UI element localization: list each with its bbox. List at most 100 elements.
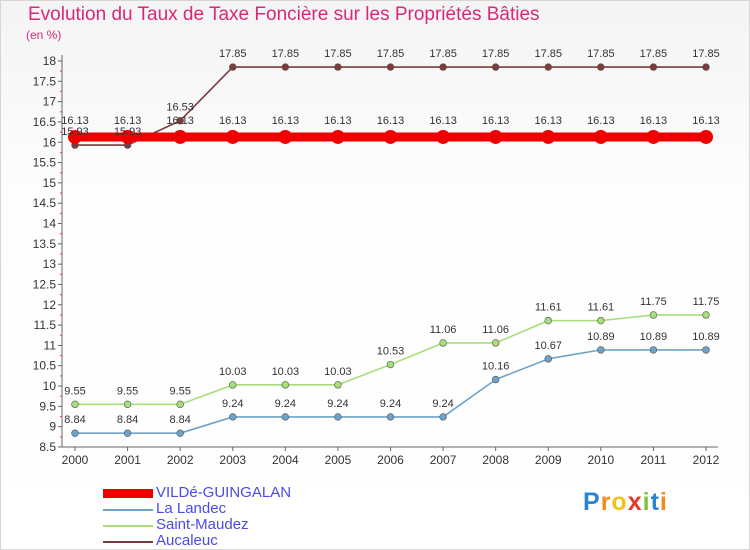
data-label-vild-guingalan: 16.13 xyxy=(377,115,405,127)
data-label-vild-guingalan: 16.13 xyxy=(324,115,352,127)
legend-swatch xyxy=(103,489,153,498)
data-point-saint-maudez xyxy=(281,381,290,389)
data-point-saint-maudez xyxy=(544,316,552,325)
data-label-aucaleuc: 17.85 xyxy=(429,48,457,60)
legend-label: Aucaleuc xyxy=(156,532,218,549)
data-label-vild-guingalan: 16.13 xyxy=(692,115,720,127)
data-label-la-landec: 10.89 xyxy=(692,331,720,343)
data-label-saint-maudez: 10.53 xyxy=(377,346,405,358)
logo-letter: t xyxy=(650,488,660,516)
data-point-aucaleuc xyxy=(597,63,605,71)
y-tick-label: 8.5 xyxy=(39,440,56,454)
y-tick-label: 13.5 xyxy=(33,237,57,251)
data-point-saint-maudez xyxy=(649,311,658,319)
x-tick-label: 2011 xyxy=(641,453,667,467)
data-label-la-landec: 9.24 xyxy=(222,398,243,410)
data-point-aucaleuc xyxy=(386,63,395,71)
x-tick-label: 2004 xyxy=(272,453,299,467)
data-point-la-landec xyxy=(281,413,290,421)
data-label-saint-maudez: 10.03 xyxy=(219,366,247,378)
chart-unit-label: (en %) xyxy=(26,28,62,42)
data-point-vild-guingalan xyxy=(68,129,82,144)
data-label-saint-maudez: 11.61 xyxy=(535,302,562,314)
data-label-vild-guingalan: 16.13 xyxy=(482,115,510,127)
logo-letter: i xyxy=(642,488,651,516)
x-tick-label: 2005 xyxy=(325,453,352,467)
data-point-saint-maudez xyxy=(334,381,342,389)
x-tick-label: 2007 xyxy=(430,453,457,467)
data-label-saint-maudez: 11.75 xyxy=(693,296,720,308)
data-point-aucaleuc xyxy=(491,63,500,71)
x-tick-label: 2008 xyxy=(482,453,509,467)
data-label-saint-maudez: 9.55 xyxy=(169,385,190,397)
legend-label: VILDé-GUINGALAN xyxy=(156,484,292,501)
data-point-vild-guingalan xyxy=(436,129,451,144)
data-point-aucaleuc xyxy=(649,63,658,71)
data-label-saint-maudez: 11.61 xyxy=(587,302,614,314)
data-label-saint-maudez: 10.03 xyxy=(272,366,300,378)
data-point-aucaleuc xyxy=(544,63,552,71)
data-point-la-landec xyxy=(649,346,658,354)
data-point-saint-maudez xyxy=(229,381,237,389)
logo-letter: i xyxy=(659,488,668,516)
data-label-vild-guingalan: 16.13 xyxy=(219,115,247,127)
data-label-la-landec: 8.84 xyxy=(64,414,85,426)
logo-letter: o xyxy=(611,488,628,516)
data-label-la-landec: 9.24 xyxy=(327,398,348,410)
x-tick-label: 2006 xyxy=(377,453,404,467)
x-tick-label: 2010 xyxy=(587,453,614,467)
data-point-saint-maudez xyxy=(386,360,395,369)
data-label-saint-maudez: 11.06 xyxy=(482,324,509,336)
data-point-aucaleuc xyxy=(229,63,237,71)
data-label-aucaleuc: 17.85 xyxy=(324,48,352,60)
legend-label: Saint-Maudez xyxy=(156,516,249,533)
data-point-vild-guingalan xyxy=(541,129,556,144)
data-point-la-landec xyxy=(491,375,500,384)
x-tick-label: 2000 xyxy=(62,453,89,467)
data-label-aucaleuc: 17.85 xyxy=(482,48,510,60)
data-label-vild-guingalan: 16.13 xyxy=(272,115,300,127)
data-label-vild-guingalan: 16.13 xyxy=(640,115,668,127)
data-label-aucaleuc: 16.53 xyxy=(166,102,194,114)
data-label-la-landec: 8.84 xyxy=(169,414,190,426)
data-label-aucaleuc: 17.85 xyxy=(587,48,615,60)
data-label-la-landec: 9.24 xyxy=(380,398,401,410)
data-point-saint-maudez xyxy=(176,400,184,409)
y-tick-label: 14 xyxy=(43,217,57,231)
data-label-la-landec: 10.89 xyxy=(587,331,615,343)
data-point-la-landec xyxy=(702,346,710,354)
data-point-vild-guingalan xyxy=(699,129,713,144)
y-tick-label: 10 xyxy=(43,379,57,393)
data-point-saint-maudez xyxy=(491,339,500,347)
data-point-la-landec xyxy=(439,413,447,421)
data-label-vild-guingalan: 16.13 xyxy=(114,115,142,127)
data-label-saint-maudez: 9.55 xyxy=(117,385,138,397)
data-point-la-landec xyxy=(176,429,184,437)
data-label-aucaleuc: 17.85 xyxy=(640,48,668,60)
data-point-la-landec xyxy=(229,413,237,421)
y-tick-label: 11.5 xyxy=(34,318,57,332)
data-point-vild-guingalan xyxy=(646,129,661,144)
data-label-vild-guingalan: 16.13 xyxy=(61,115,89,127)
y-tick-label: 16.5 xyxy=(33,115,57,129)
data-point-saint-maudez xyxy=(702,311,710,319)
y-tick-label: 15 xyxy=(43,176,57,190)
y-tick-label: 9 xyxy=(49,420,56,434)
x-tick-label: 2009 xyxy=(535,453,562,467)
data-label-la-landec: 9.24 xyxy=(432,398,453,410)
data-label-aucaleuc: 17.85 xyxy=(377,48,405,60)
data-label-aucaleuc: 17.85 xyxy=(272,48,300,60)
data-point-saint-maudez xyxy=(123,400,132,409)
data-point-vild-guingalan xyxy=(173,129,188,144)
chart-title: Evolution du Taux de Taxe Foncière sur l… xyxy=(28,4,540,25)
data-label-la-landec: 10.16 xyxy=(482,361,510,373)
data-label-la-landec: 9.24 xyxy=(275,398,296,410)
data-point-la-landec xyxy=(386,413,395,421)
y-tick-label: 12.5 xyxy=(33,277,57,291)
data-point-vild-guingalan xyxy=(330,129,345,144)
logo-letter: P xyxy=(583,488,601,516)
y-tick-label: 17.5 xyxy=(33,74,57,88)
data-label-aucaleuc: 15.93 xyxy=(114,126,142,138)
y-tick-label: 10.5 xyxy=(33,359,57,373)
